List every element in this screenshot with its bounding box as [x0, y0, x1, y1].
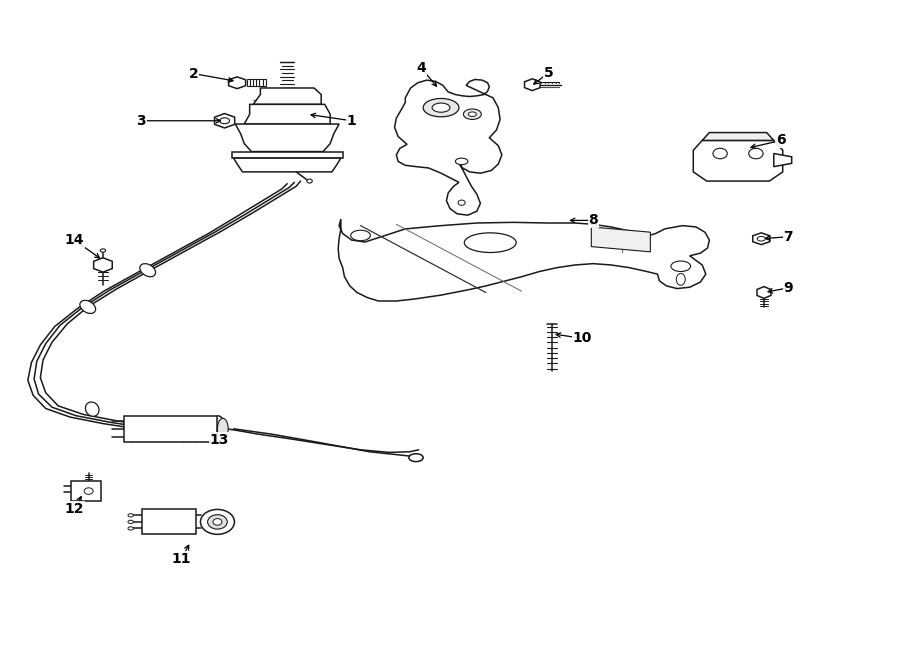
- Text: 14: 14: [65, 233, 84, 247]
- Ellipse shape: [423, 98, 459, 117]
- Polygon shape: [142, 509, 196, 533]
- Polygon shape: [232, 151, 343, 158]
- Polygon shape: [71, 481, 101, 501]
- Ellipse shape: [458, 200, 465, 206]
- Polygon shape: [394, 79, 502, 215]
- Text: 8: 8: [589, 214, 598, 227]
- Ellipse shape: [713, 148, 727, 159]
- Polygon shape: [123, 416, 218, 442]
- Polygon shape: [752, 233, 770, 245]
- Ellipse shape: [128, 514, 133, 517]
- Ellipse shape: [218, 418, 229, 440]
- Polygon shape: [774, 153, 792, 167]
- Ellipse shape: [670, 261, 690, 272]
- Polygon shape: [229, 77, 246, 89]
- Ellipse shape: [208, 515, 228, 529]
- Polygon shape: [94, 258, 112, 272]
- Ellipse shape: [749, 148, 763, 159]
- Ellipse shape: [100, 249, 105, 253]
- Text: 9: 9: [783, 281, 793, 295]
- Polygon shape: [702, 133, 774, 140]
- Ellipse shape: [432, 103, 450, 112]
- Ellipse shape: [676, 274, 685, 286]
- Polygon shape: [757, 287, 771, 298]
- Polygon shape: [244, 104, 330, 124]
- Polygon shape: [591, 227, 651, 252]
- Text: 11: 11: [172, 551, 192, 566]
- Text: 5: 5: [544, 66, 554, 80]
- Polygon shape: [235, 124, 339, 151]
- Ellipse shape: [140, 264, 156, 277]
- Ellipse shape: [757, 237, 765, 241]
- Polygon shape: [253, 88, 321, 104]
- Text: 3: 3: [137, 114, 146, 128]
- Ellipse shape: [351, 230, 371, 241]
- Ellipse shape: [455, 158, 468, 165]
- Polygon shape: [525, 79, 540, 91]
- Text: 2: 2: [188, 67, 198, 81]
- Text: 13: 13: [210, 433, 229, 447]
- Ellipse shape: [128, 527, 133, 530]
- Text: 1: 1: [346, 114, 356, 128]
- Text: 6: 6: [776, 134, 786, 147]
- Ellipse shape: [86, 402, 99, 416]
- Ellipse shape: [409, 453, 423, 461]
- Ellipse shape: [85, 488, 93, 494]
- Ellipse shape: [80, 300, 95, 313]
- Text: 10: 10: [572, 331, 592, 345]
- Text: 12: 12: [65, 502, 84, 516]
- Text: 4: 4: [417, 61, 427, 75]
- Ellipse shape: [128, 520, 133, 524]
- Polygon shape: [693, 140, 783, 181]
- Text: 7: 7: [783, 230, 793, 244]
- Ellipse shape: [464, 109, 482, 120]
- Ellipse shape: [201, 510, 234, 534]
- Polygon shape: [233, 158, 341, 172]
- Ellipse shape: [213, 519, 222, 525]
- Ellipse shape: [468, 112, 476, 116]
- Ellipse shape: [220, 118, 230, 124]
- Ellipse shape: [464, 233, 517, 253]
- Polygon shape: [214, 114, 235, 128]
- Polygon shape: [338, 219, 709, 301]
